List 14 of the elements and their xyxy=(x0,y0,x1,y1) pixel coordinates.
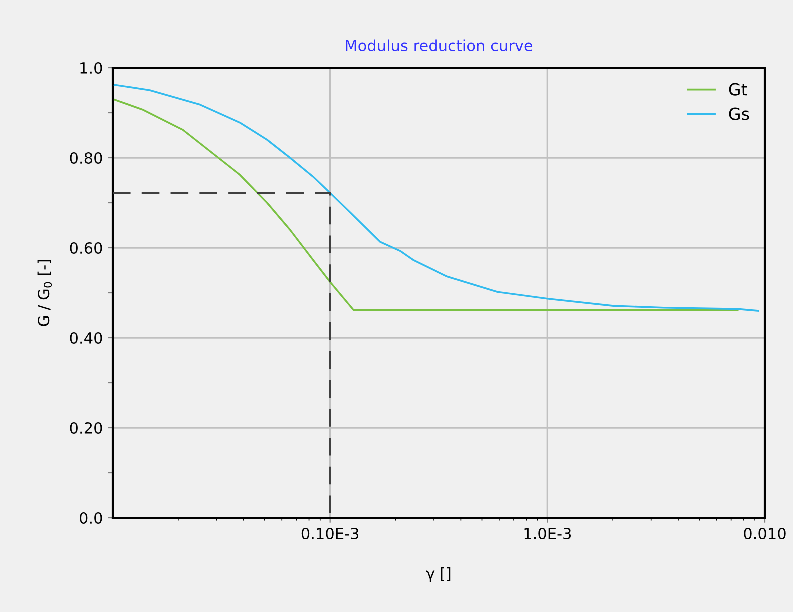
y-tick-label: 0.20 xyxy=(70,422,102,434)
y-tick-label: 1.0 xyxy=(80,62,102,74)
x-axis-title: γ [] xyxy=(426,568,451,582)
y-tick-label: 0.0 xyxy=(80,512,102,524)
y-tick-label: 0.40 xyxy=(70,332,102,344)
x-tick-label: 0.010 xyxy=(744,528,786,540)
chart-title: Modulus reduction curve xyxy=(346,40,533,52)
y-tick-label: 0.80 xyxy=(70,152,102,164)
x-tick-label: 1.0E-3 xyxy=(524,528,572,540)
y-axis-title: G / G$_{0}$ [-] xyxy=(38,260,52,326)
legend-label: Gt xyxy=(729,83,748,96)
legend-label: Gs xyxy=(729,108,750,120)
y-tick-label: 0.60 xyxy=(70,242,102,254)
x-tick-label: 0.10E-3 xyxy=(302,528,359,540)
